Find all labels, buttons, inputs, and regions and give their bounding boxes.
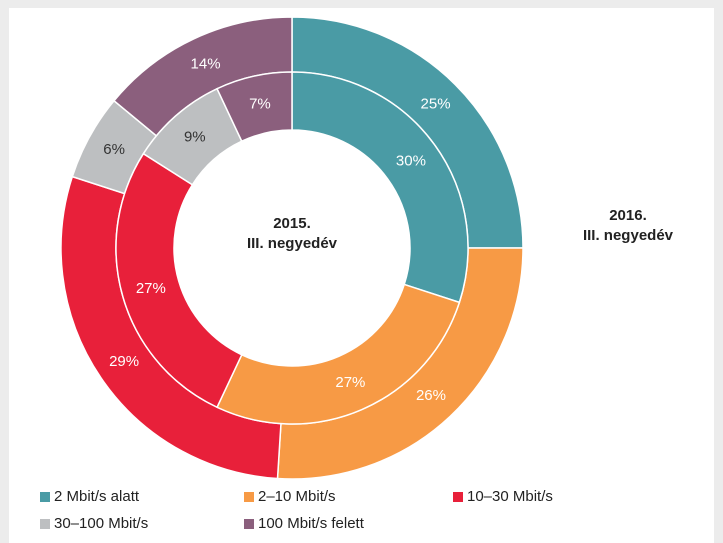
value-label: 6% <box>103 141 125 158</box>
legend-label: 100 Mbit/s felett <box>258 515 365 532</box>
ring-label: 2016. <box>609 207 647 224</box>
legend-label: 30–100 Mbit/s <box>54 515 148 532</box>
legend-label: 10–30 Mbit/s <box>467 488 553 505</box>
legend-swatch <box>244 519 254 529</box>
ring-label: III. negyedév <box>583 227 674 244</box>
value-label: 30% <box>396 153 426 170</box>
value-label: 29% <box>109 353 139 370</box>
donut-segment <box>216 71 293 143</box>
value-label: 9% <box>184 129 206 146</box>
legend-swatch <box>244 492 254 502</box>
value-label: 14% <box>191 55 221 72</box>
donut-segment <box>291 71 469 304</box>
value-label: 7% <box>249 96 271 113</box>
legend-swatch <box>40 519 50 529</box>
legend-label: 2–10 Mbit/s <box>258 488 336 505</box>
ring-label: III. negyedév <box>247 235 338 252</box>
value-label: 26% <box>416 387 446 404</box>
value-label: 27% <box>335 374 365 391</box>
value-label: 27% <box>136 280 166 297</box>
legend-swatch <box>40 492 50 502</box>
donut-segment <box>115 152 243 409</box>
ring-label: 2015. <box>273 215 311 232</box>
value-label: 25% <box>421 95 451 112</box>
legend-label: 2 Mbit/s alatt <box>54 488 140 505</box>
donut-segment <box>216 283 461 425</box>
legend-swatch <box>453 492 463 502</box>
